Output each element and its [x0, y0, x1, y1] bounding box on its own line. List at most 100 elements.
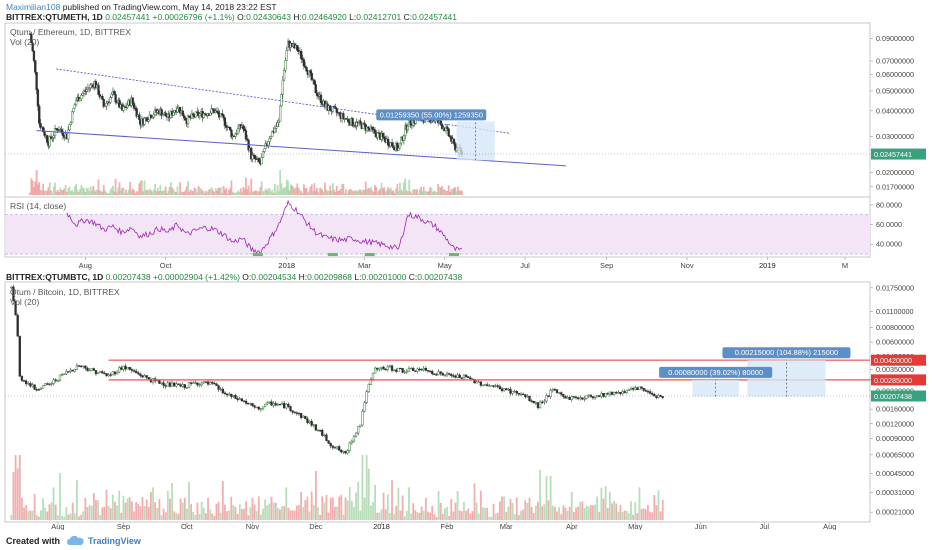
volume-bar — [260, 514, 262, 520]
volume-bar — [545, 476, 548, 520]
volume-bar — [191, 190, 193, 195]
volume-bar — [260, 181, 263, 195]
candle-body — [151, 116, 154, 119]
volume-bar — [234, 506, 237, 520]
volume-bar — [520, 510, 522, 520]
bottom-ytick-label: 0.00021000 — [876, 508, 914, 517]
candle-body — [524, 394, 527, 398]
candle-body — [314, 84, 317, 94]
volume-bar — [314, 470, 317, 520]
candle-body — [43, 131, 46, 136]
candle-body — [483, 384, 487, 386]
candle-body — [406, 125, 410, 131]
volume-bar — [400, 189, 403, 195]
volume-bar — [92, 492, 95, 520]
candle-body — [338, 446, 341, 451]
candle-body — [170, 382, 174, 387]
candle-body — [488, 385, 491, 387]
volume-bar — [302, 184, 305, 195]
candle-body — [331, 106, 334, 112]
volume-bar — [305, 188, 308, 195]
volume-bar — [245, 177, 247, 195]
bottom-measure-box — [747, 360, 826, 397]
volume-bar — [566, 510, 569, 520]
volume-bar — [46, 190, 49, 195]
tradingview-brand[interactable]: TradingView — [88, 536, 141, 546]
volume-bar — [266, 190, 268, 195]
candle-body — [621, 391, 624, 394]
charts-canvas[interactable]: 0.01259350 (55.00%) 1259350 0.00215000 (… — [0, 0, 932, 530]
volume-bar — [150, 492, 152, 520]
volume-bar — [304, 500, 307, 520]
volume-bar — [329, 185, 332, 195]
volume-bar — [285, 179, 288, 195]
volume-bar — [446, 506, 448, 520]
volume-bar — [334, 191, 337, 195]
candle-body — [259, 408, 263, 410]
volume-bar — [366, 189, 368, 195]
volume-bar — [130, 501, 133, 520]
candle-body — [532, 401, 535, 404]
candle-body — [263, 403, 267, 408]
candle-body — [490, 385, 493, 387]
volume-bar — [111, 494, 114, 520]
volume-bar — [104, 190, 106, 195]
candle-body — [45, 135, 49, 143]
volume-bar — [430, 188, 433, 195]
volume-bar — [403, 516, 406, 520]
candle-body — [105, 373, 108, 377]
candle-body — [323, 434, 326, 436]
candle-body — [441, 373, 444, 376]
volume-bar — [181, 502, 184, 520]
candle-body — [22, 380, 26, 382]
volume-bar — [306, 496, 309, 520]
candle-body — [477, 381, 480, 383]
top-symbol: BITTREX:QTUMETH, 1D — [6, 12, 103, 22]
volume-bar — [190, 504, 193, 520]
volume-bar — [98, 190, 101, 195]
candle-body — [273, 128, 277, 133]
volume-bar — [137, 503, 140, 520]
candle-body — [35, 389, 38, 391]
volume-bar — [553, 506, 556, 520]
candle-body — [215, 110, 219, 112]
volume-bar — [34, 181, 37, 195]
volume-bar — [62, 190, 64, 195]
volume-bar — [404, 178, 407, 195]
candle-body — [177, 383, 180, 385]
volume-bar — [229, 188, 232, 195]
volume-bar — [320, 188, 322, 195]
bottom-c-label: C: — [408, 272, 418, 282]
bottom-ytick-label: 0.00800000 — [876, 323, 914, 332]
bottom-price-pane[interactable] — [4, 281, 871, 523]
volume-bar — [534, 505, 537, 520]
volume-bar — [173, 191, 176, 195]
volume-bar — [632, 514, 635, 520]
author-link[interactable]: Maximilian108 — [6, 2, 61, 12]
volume-bar — [617, 511, 620, 520]
volume-bar — [54, 182, 56, 195]
volume-bar — [434, 191, 437, 195]
candle-body — [225, 393, 229, 396]
candle-body — [268, 138, 271, 142]
top-vol-label: Vol (20) — [10, 37, 40, 47]
candle-body — [173, 382, 176, 387]
candle-body — [619, 392, 622, 394]
candle-body — [98, 94, 101, 98]
volume-bar — [103, 506, 106, 520]
candle-body — [363, 402, 366, 412]
volume-bar — [611, 503, 613, 520]
bottom-xtick-label: Mar — [500, 522, 513, 530]
candle-body — [492, 385, 495, 387]
volume-bar — [331, 497, 334, 520]
candle-body — [395, 369, 398, 372]
volume-bar — [438, 187, 441, 195]
volume-bar — [391, 190, 393, 195]
candle-body — [481, 384, 485, 387]
volume-bar — [312, 504, 315, 520]
volume-bar — [355, 190, 358, 195]
volume-bar — [249, 507, 252, 520]
volume-bar — [393, 192, 396, 195]
volume-bar — [608, 491, 611, 520]
volume-bar — [193, 187, 196, 195]
